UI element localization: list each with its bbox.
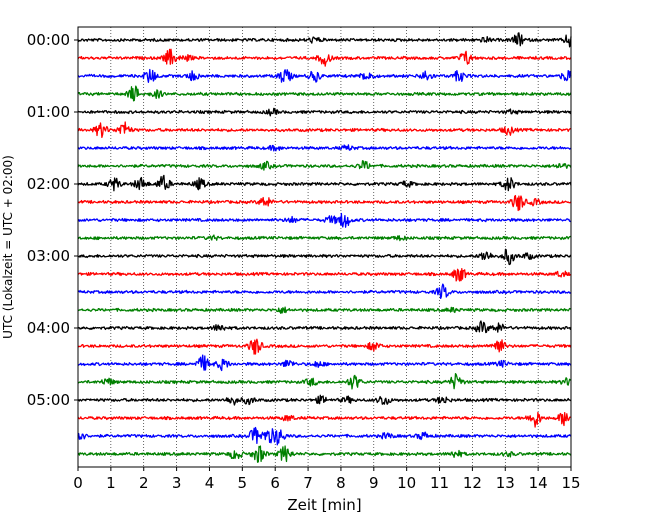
x-tick-label: 9 (369, 474, 379, 492)
y-tick-label: 01:00 (27, 103, 70, 121)
x-tick-label: 6 (270, 474, 280, 492)
x-axis-label: Zeit [min] (287, 496, 361, 514)
x-tick-label: 7 (303, 474, 313, 492)
x-tick-label: 10 (397, 474, 416, 492)
trace-0145 (77, 160, 572, 171)
x-tick-label: 4 (205, 474, 215, 492)
trace-0515 (77, 411, 572, 428)
trace-0400 (77, 320, 572, 334)
grid-layer (110, 27, 539, 467)
x-tick-label: 11 (430, 474, 449, 492)
trace-0415 (77, 338, 572, 355)
y-tick-label: 03:00 (27, 247, 70, 265)
x-tick-label: 0 (73, 474, 83, 492)
trace-0530 (77, 426, 572, 446)
trace-0045 (77, 85, 572, 102)
trace-0230 (77, 212, 572, 228)
x-tick-label: 8 (336, 474, 346, 492)
y-tick-label: 00:00 (27, 31, 70, 49)
trace-0015 (77, 48, 572, 67)
y-tick-label: 02:00 (27, 175, 70, 193)
trace-0300 (77, 248, 572, 266)
trace-0130 (77, 144, 572, 152)
y-tick-label: 04:00 (27, 319, 70, 337)
x-tick-label: 14 (529, 474, 548, 492)
trace-0430 (77, 354, 572, 372)
trace-0315 (77, 268, 572, 282)
trace-0030 (77, 68, 572, 83)
x-tick-label: 12 (463, 474, 482, 492)
x-tick-label: 2 (139, 474, 149, 492)
trace-0500 (77, 394, 572, 406)
y-axis-label: UTC (Lokalzeit = UTC + 02:00) (1, 155, 15, 339)
y-tick-label: 05:00 (27, 391, 70, 409)
trace-0200 (77, 174, 572, 192)
trace-0445 (77, 372, 572, 390)
trace-0215 (77, 194, 572, 212)
trace-0330 (77, 283, 572, 300)
trace-0545 (77, 445, 572, 463)
trace-0000 (77, 32, 572, 48)
x-tick-label: 5 (238, 474, 248, 492)
plot-frame (77, 26, 572, 468)
x-tick-label: 1 (106, 474, 116, 492)
x-tick-label: 3 (172, 474, 182, 492)
trace-0245 (77, 234, 572, 242)
trace-0115 (77, 121, 572, 139)
x-tick-label: 15 (561, 474, 580, 492)
trace-0100 (77, 107, 572, 117)
trace-layer (77, 32, 572, 463)
axis-layer: 0 1 2 3 4 5 6 7 8 9 10 11 12 13 14 1500:0001:0002:0003:… (27, 31, 581, 492)
x-tick-label: 13 (496, 474, 515, 492)
trace-0345 (77, 306, 572, 315)
